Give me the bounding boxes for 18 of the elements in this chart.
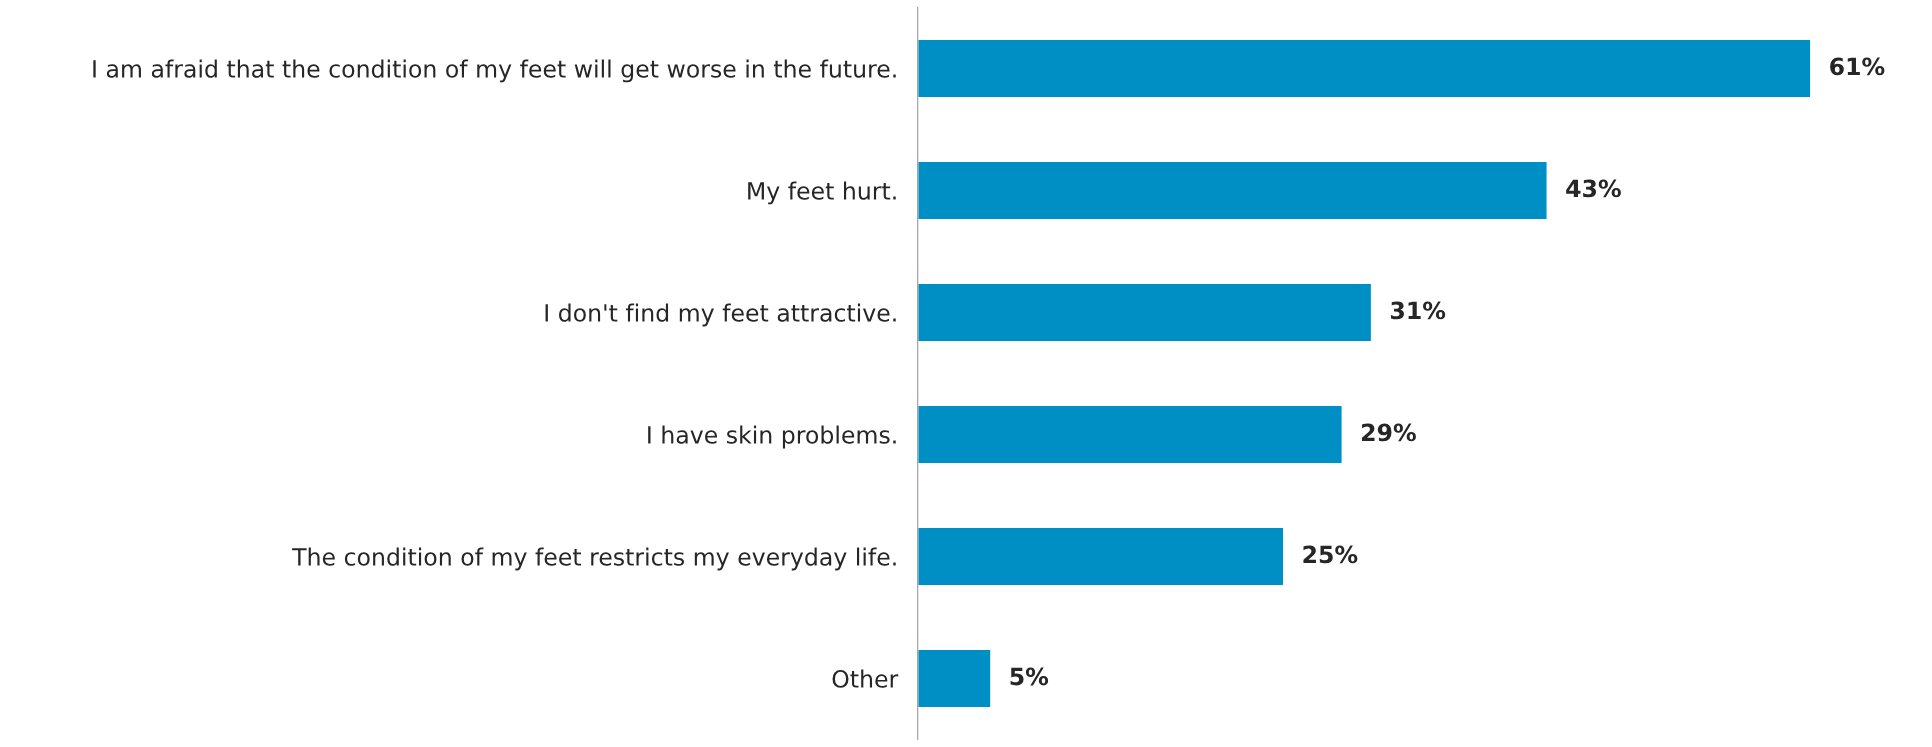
data-label: 61% (1830, 57, 1885, 76)
y-tick-label: My feet hurt. (748, 181, 896, 205)
data-label: 31% (1391, 301, 1446, 320)
bar (917, 160, 1548, 221)
y-tick-label: I am afraid that the condition of my feet will get worse in the future. (93, 59, 896, 83)
data-label: 5% (1010, 667, 1049, 686)
bar (917, 282, 1373, 343)
data-label: 29% (1362, 423, 1416, 442)
y-tick-label: I don't find my feet attractive. (545, 303, 896, 327)
y-tick-label: Other (832, 669, 899, 688)
bar (917, 404, 1343, 465)
y-tick-label: I have skin problems. (648, 425, 896, 449)
bar (917, 38, 1812, 99)
data-label: 25% (1303, 545, 1358, 564)
y-tick-label: The condition of my feet restricts my everyday life. (292, 547, 896, 571)
data-label: 43% (1566, 179, 1621, 198)
bar (917, 648, 992, 709)
bar (917, 526, 1285, 587)
